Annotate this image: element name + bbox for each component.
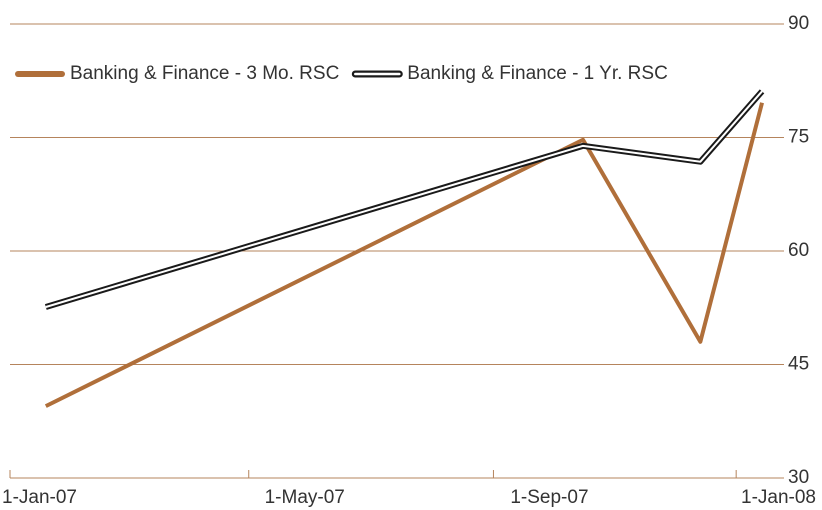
x-tick-label: 1-Jan-07 xyxy=(2,487,77,508)
x-tick-label: 1-Sep-07 xyxy=(510,487,588,508)
legend-label: Banking & Finance - 1 Yr. RSC xyxy=(407,63,668,84)
series-line-inner xyxy=(45,90,763,308)
y-tick-label: 60 xyxy=(788,240,809,261)
y-tick-label: 75 xyxy=(788,127,809,148)
x-tick-label: 1-Jan-08 xyxy=(741,487,816,508)
y-tick-label: 90 xyxy=(788,13,809,34)
legend-label: Banking & Finance - 3 Mo. RSC xyxy=(70,63,339,84)
y-tick-label: 45 xyxy=(788,354,809,375)
x-tick-label: 1-May-07 xyxy=(265,487,345,508)
series-line xyxy=(44,102,764,408)
y-tick-label: 30 xyxy=(788,467,809,488)
